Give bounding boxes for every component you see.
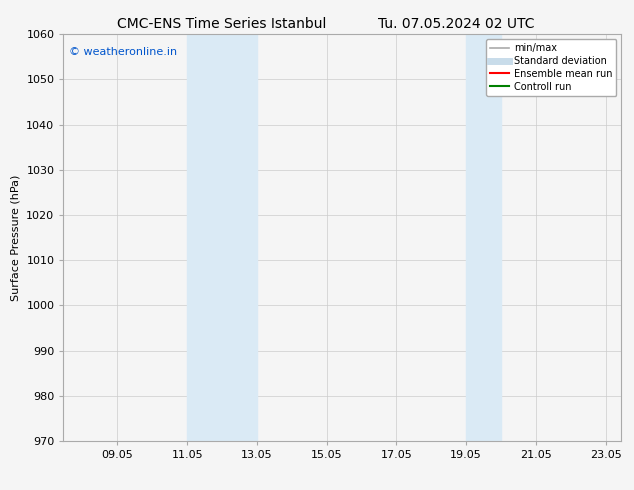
Text: © weatheronline.in: © weatheronline.in (69, 47, 177, 56)
Bar (187, 34, 257, 441)
Legend: min/max, Standard deviation, Ensemble mean run, Controll run: min/max, Standard deviation, Ensemble me… (486, 39, 616, 96)
Bar (466, 34, 501, 441)
Text: Tu. 07.05.2024 02 UTC: Tu. 07.05.2024 02 UTC (378, 17, 534, 31)
Y-axis label: Surface Pressure (hPa): Surface Pressure (hPa) (11, 174, 21, 301)
Text: CMC-ENS Time Series Istanbul: CMC-ENS Time Series Istanbul (117, 17, 327, 31)
